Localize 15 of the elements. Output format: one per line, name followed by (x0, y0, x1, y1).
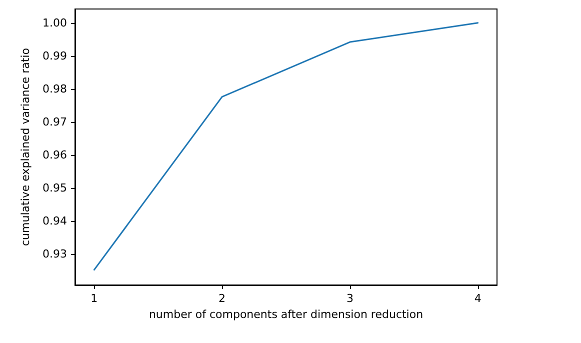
x-axis-title: number of components after dimension reduction (148, 308, 424, 321)
y-tick-label: 0.96 (42, 148, 67, 162)
y-tick-label: 0.99 (42, 49, 67, 62)
y-tick-label: 0.97 (42, 115, 67, 128)
y-tick-label: 0.95 (42, 181, 67, 194)
x-tick-label: 4 (474, 292, 482, 305)
line-series (93, 22, 479, 271)
y-tick-label: 0.93 (42, 247, 67, 260)
x-tick-label: 2 (218, 292, 226, 305)
y-axis-title: cumulative explained variance ratio (19, 48, 32, 246)
x-tick-label: 3 (346, 292, 354, 305)
y-tick-label: 0.94 (42, 214, 67, 228)
y-tick-label: 1.00 (42, 16, 67, 30)
y-tick-label: 0.98 (42, 82, 67, 96)
x-tick-label: 1 (90, 292, 98, 305)
